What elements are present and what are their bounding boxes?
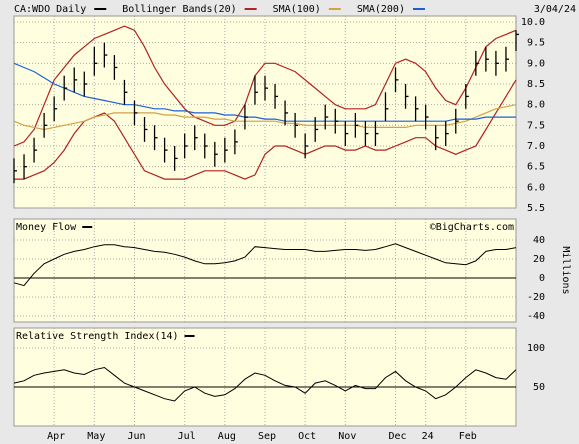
y-tick-label: 9.5 (527, 38, 545, 49)
source: ©BigCharts.com (430, 222, 514, 233)
y-tick-label: 10.0 (521, 17, 545, 28)
y-tick-label: 20 (533, 254, 545, 265)
legend-label: Bollinger Bands(20) (122, 4, 236, 15)
x-tick-label: Jul (178, 431, 196, 442)
legend-label: CA:WDO Daily (14, 4, 86, 15)
x-tick-label: 24 (422, 431, 434, 442)
y-tick-label: 8.0 (527, 100, 545, 111)
x-tick-label: Dec (388, 431, 406, 442)
date: 3/04/24 (534, 4, 576, 15)
x-tick-label: Nov (338, 431, 356, 442)
indicator-line (13, 366, 517, 402)
x-tick-label: Aug (218, 431, 236, 442)
y-tick-label: 6.5 (527, 162, 545, 173)
y-tick-label: 9.0 (527, 58, 545, 69)
y-axis-label: Millions (560, 246, 571, 294)
y-tick-label: 50 (533, 382, 545, 393)
y-tick-label: 40 (533, 235, 545, 246)
y-tick-label: 7.0 (527, 141, 545, 152)
x-tick-label: May (87, 431, 105, 442)
y-tick-label: 7.5 (527, 120, 545, 131)
y-tick-label: -40 (527, 311, 545, 322)
x-tick-label: Oct (298, 431, 316, 442)
y-tick-label: 6.0 (527, 182, 545, 193)
indicator-line (13, 25, 517, 147)
y-tick-label: 8.5 (527, 79, 545, 90)
y-tick-label: -20 (527, 292, 545, 303)
indicator-line (13, 243, 517, 287)
x-tick-label: Apr (47, 431, 65, 442)
y-tick-label: 100 (527, 343, 545, 354)
y-tick-label: 0 (539, 273, 545, 284)
panel-title: Relative Strength Index(14) (16, 331, 179, 342)
x-tick-label: Sep (258, 431, 276, 442)
y-tick-label: 5.5 (527, 203, 545, 214)
indicator-line (14, 79, 517, 180)
indicator-line (13, 62, 516, 122)
indicator-line (13, 104, 517, 131)
x-tick-label: Feb (459, 431, 477, 442)
legend-label: SMA(100) (273, 4, 321, 15)
panel-title: Money Flow (16, 222, 77, 233)
x-tick-label: Jun (127, 431, 145, 442)
legend-label: SMA(200) (357, 4, 405, 15)
